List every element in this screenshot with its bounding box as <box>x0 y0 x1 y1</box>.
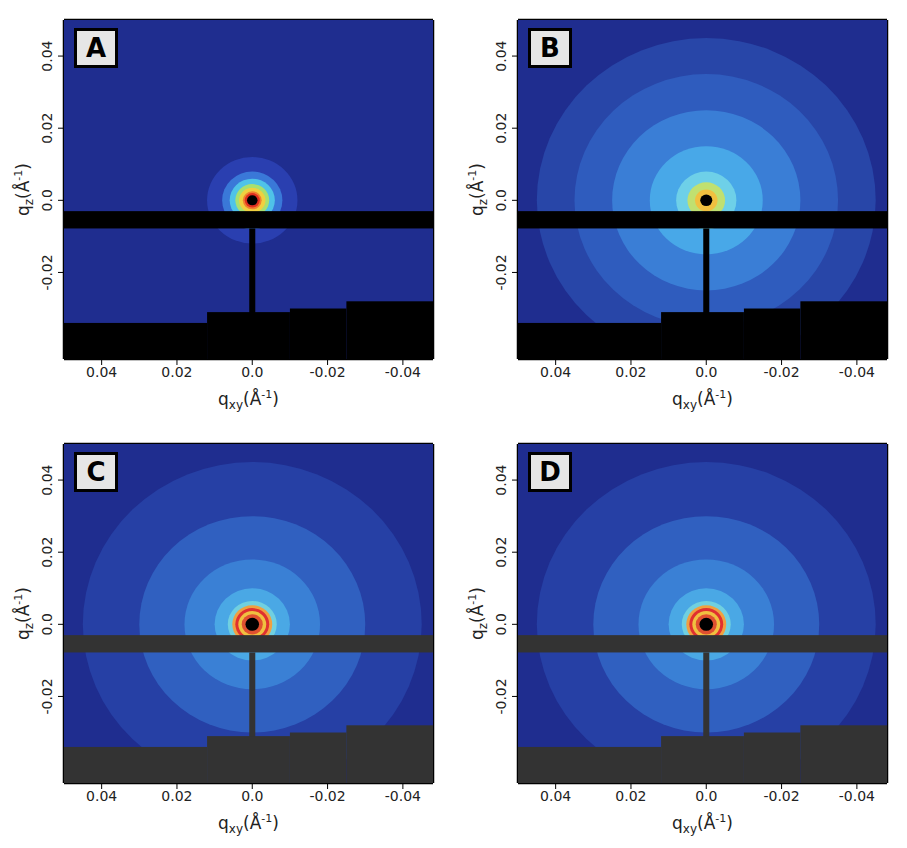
svg-text:-0.02: -0.02 <box>493 254 509 290</box>
svg-text:0.0: 0.0 <box>493 613 509 635</box>
svg-text:-0.02: -0.02 <box>493 678 509 714</box>
svg-text:0.0: 0.0 <box>241 364 263 380</box>
html-text:B: B <box>540 33 560 63</box>
svg-text:-0.02: -0.02 <box>39 254 55 290</box>
svg-text:0.04: 0.04 <box>86 788 117 804</box>
html-text:A: A <box>85 33 107 63</box>
svg-text:qz(Å-1): qz(Å-1) <box>12 163 36 216</box>
svg-text:0.04: 0.04 <box>493 464 509 495</box>
svg-text:-0.02: -0.02 <box>309 364 345 380</box>
svg-text:qxy(Å-1): qxy(Å-1) <box>218 812 279 836</box>
svg-text:qz(Å-1): qz(Å-1) <box>466 163 490 216</box>
svg-text:0.0: 0.0 <box>695 788 717 804</box>
svg-text:0.02: 0.02 <box>39 113 55 144</box>
svg-text:qz(Å-1): qz(Å-1) <box>12 587 36 640</box>
svg-text:-0.04: -0.04 <box>385 788 421 804</box>
svg-text:-0.04: -0.04 <box>385 364 421 380</box>
svg-text:-0.04: -0.04 <box>839 788 875 804</box>
svg-text:qz(Å-1): qz(Å-1) <box>466 587 490 640</box>
svg-text:0.02: 0.02 <box>493 537 509 568</box>
svg-text:0.04: 0.04 <box>39 464 55 495</box>
svg-text:0.02: 0.02 <box>615 788 646 804</box>
html-text:C: C <box>86 457 106 487</box>
svg-text:-0.02: -0.02 <box>309 788 345 804</box>
svg-text:qxy(Å-1): qxy(Å-1) <box>218 388 279 412</box>
svg-text:-0.02: -0.02 <box>763 788 799 804</box>
html-text:D: D <box>539 457 561 487</box>
svg-text:0.02: 0.02 <box>161 788 192 804</box>
svg-text:0.0: 0.0 <box>493 189 509 211</box>
svg-text:0.02: 0.02 <box>39 537 55 568</box>
svg-text:-0.02: -0.02 <box>763 364 799 380</box>
svg-text:0.04: 0.04 <box>493 40 509 71</box>
svg-text:-0.02: -0.02 <box>39 678 55 714</box>
svg-text:0.04: 0.04 <box>86 364 117 380</box>
svg-text:0.02: 0.02 <box>615 364 646 380</box>
svg-text:0.04: 0.04 <box>39 40 55 71</box>
svg-text:-0.04: -0.04 <box>839 364 875 380</box>
svg-text:qxy(Å-1): qxy(Å-1) <box>672 812 733 836</box>
svg-text:0.0: 0.0 <box>39 613 55 635</box>
svg-text:0.02: 0.02 <box>161 364 192 380</box>
svg-text:qxy(Å-1): qxy(Å-1) <box>672 388 733 412</box>
svg-text:0.0: 0.0 <box>695 364 717 380</box>
svg-text:0.02: 0.02 <box>493 113 509 144</box>
svg-text:0.04: 0.04 <box>540 364 571 380</box>
svg-text:0.04: 0.04 <box>540 788 571 804</box>
svg-text:0.0: 0.0 <box>39 189 55 211</box>
svg-text:0.0: 0.0 <box>241 788 263 804</box>
